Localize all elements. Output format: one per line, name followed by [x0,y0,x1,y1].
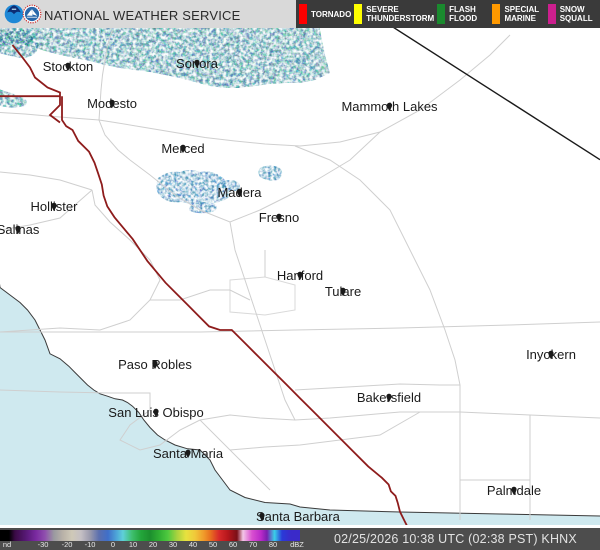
svg-text:Santa Barbara: Santa Barbara [256,509,341,524]
